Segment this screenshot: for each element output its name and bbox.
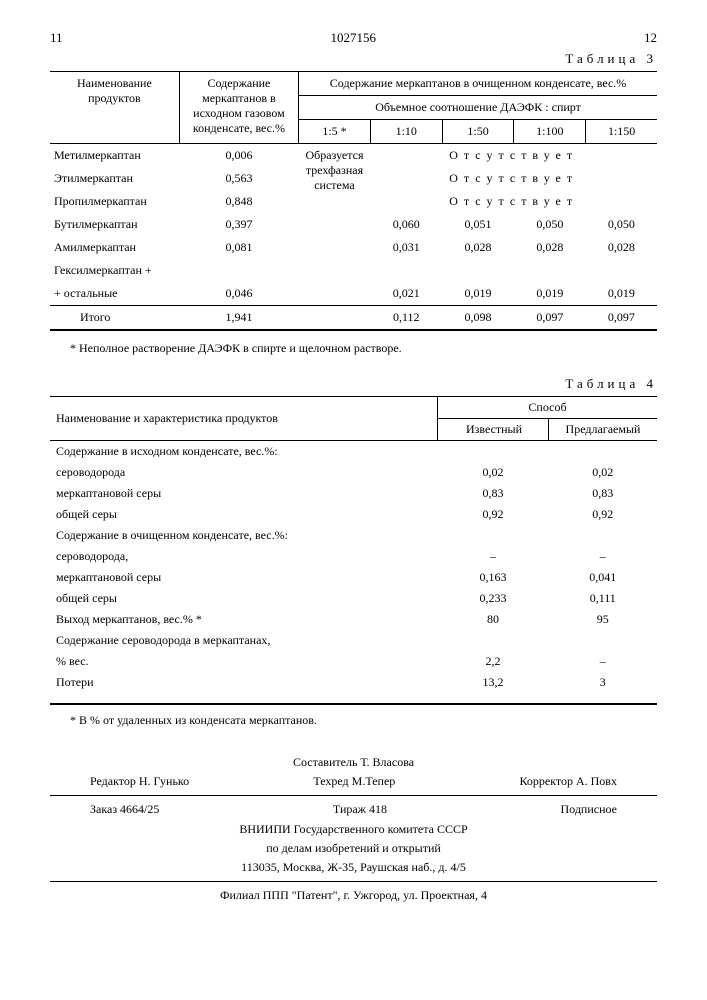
col-left: 11 (50, 30, 63, 46)
t4-val-proposed: – (549, 546, 658, 567)
t4-row-label: Содержание сероводорода в меркаптанах, (50, 630, 438, 651)
t4-val-proposed: – (549, 651, 658, 672)
t4-val-known (438, 525, 549, 546)
t4-row-label: Потери (50, 672, 438, 693)
t4-val-known: 13,2 (438, 672, 549, 693)
t4-val-known (438, 441, 549, 463)
t4-val-known: 0,02 (438, 462, 549, 483)
t4-row-label: меркаптановой серы (50, 567, 438, 588)
t3-r2: 1:50 (442, 120, 514, 144)
t4-row-label: меркаптановой серы (50, 483, 438, 504)
t3-row-sod: 0,046 (179, 282, 298, 306)
t3-h-sod: Содержание меркаптанов в исходном газово… (179, 72, 298, 144)
order: Заказ 4664/25 (90, 800, 159, 819)
t4-val-known: 0,83 (438, 483, 549, 504)
t3-absent: Отсутствует (370, 190, 657, 213)
sub: Подписное (561, 800, 618, 819)
t4-h-known: Известный (438, 419, 549, 441)
t4-val-known: 2,2 (438, 651, 549, 672)
t3-r0: 1:5 * (299, 120, 371, 144)
t3-total-sod: 1,941 (179, 306, 298, 331)
t4-val-proposed: 0,041 (549, 567, 658, 588)
tirazh: Тираж 418 (333, 800, 387, 819)
table3: Наименование продуктов Содержание меркап… (50, 71, 657, 331)
t3-col15-note: Образуется трехфазная система (299, 144, 371, 214)
filial: Филиал ППП "Патент", г. Ужгород, ул. Про… (50, 886, 657, 905)
editor: Редактор Н. Гунько (90, 772, 189, 791)
t3-h-ratio: Объемное соотношение ДАЭФК : спирт (299, 96, 657, 120)
t3-row-name: + остальные (50, 282, 179, 306)
col-right: 12 (644, 30, 657, 46)
t4-val-known: 80 (438, 609, 549, 630)
t3-row-name: Гексилмеркаптан + (50, 259, 179, 282)
compiler: Составитель Т. Власова (50, 753, 657, 772)
doc-number: 1027156 (331, 30, 377, 46)
t3-row-name: Метилмеркаптан (50, 144, 179, 168)
t3-row-name: Бутилмеркаптан (50, 213, 179, 236)
t4-row-label: сероводорода (50, 462, 438, 483)
t3-row-sod: 0,848 (179, 190, 298, 213)
t4-val-known: 0,163 (438, 567, 549, 588)
t4-val-known: – (438, 546, 549, 567)
t4-val-known: 0,233 (438, 588, 549, 609)
t4-footnote: * В % от удаленных из конденсата меркапт… (70, 713, 657, 728)
t4-val-proposed: 0,83 (549, 483, 658, 504)
t3-absent: Отсутствует (370, 144, 657, 168)
t3-h-name: Наименование продуктов (50, 72, 179, 144)
t3-h-clean: Содержание меркаптанов в очищенном конде… (299, 72, 657, 96)
t4-val-proposed: 95 (549, 609, 658, 630)
t3-row-sod: 0,563 (179, 167, 298, 190)
t4-val-proposed: 0,02 (549, 462, 658, 483)
t4-val-proposed (549, 441, 658, 463)
t3-row-name: Этилмеркаптан (50, 167, 179, 190)
table3-label: Таблица 3 (50, 51, 657, 67)
t4-val-proposed: 3 (549, 672, 658, 693)
t4-h-method: Способ (438, 397, 658, 419)
t4-val-proposed: 0,111 (549, 588, 658, 609)
t4-row-label: Содержание в исходном конденсате, вес.%: (50, 441, 438, 463)
t3-row-sod: 0,081 (179, 236, 298, 259)
t3-row-name: Амилмеркаптан (50, 236, 179, 259)
credits-block: Составитель Т. Власова Редактор Н. Гуньк… (50, 753, 657, 905)
t4-row-label: Выход меркаптанов, вес.% * (50, 609, 438, 630)
t3-row-sod: 0,397 (179, 213, 298, 236)
t3-total-name: Итого (50, 306, 179, 331)
t4-val-proposed (549, 630, 658, 651)
t3-row-name: Пропилмеркаптан (50, 190, 179, 213)
addr: 113035, Москва, Ж-35, Раушская наб., д. … (50, 858, 657, 877)
t4-row-label: общей серы (50, 588, 438, 609)
t4-row-label: % вес. (50, 651, 438, 672)
org1: ВНИИПИ Государственного комитета СССР (50, 820, 657, 839)
t4-h-name: Наименование и характеристика продуктов (50, 397, 438, 441)
table4-label: Таблица 4 (50, 376, 657, 392)
t3-row-sod: 0,006 (179, 144, 298, 168)
page-header: 11 1027156 12 (50, 30, 657, 46)
table4: Наименование и характеристика продуктов … (50, 396, 657, 693)
t3-r3: 1:100 (514, 120, 586, 144)
t3-r1: 1:10 (370, 120, 442, 144)
t3-r4: 1:150 (586, 120, 657, 144)
t4-row-label: Содержание в очищенном конденсате, вес.%… (50, 525, 438, 546)
t4-row-label: сероводорода, (50, 546, 438, 567)
t4-val-proposed (549, 525, 658, 546)
t4-val-known: 0,92 (438, 504, 549, 525)
t3-footnote: * Неполное растворение ДАЭФК в спирте и … (70, 341, 657, 356)
org2: по делам изобретений и открытий (50, 839, 657, 858)
t4-row-label: общей серы (50, 504, 438, 525)
t4-val-known (438, 630, 549, 651)
t4-h-prop: Предлагаемый (549, 419, 658, 441)
t3-absent: Отсутствует (370, 167, 657, 190)
t4-val-proposed: 0,92 (549, 504, 658, 525)
corrector: Корректор А. Повх (519, 772, 617, 791)
tech: Техред М.Тепер (313, 772, 395, 791)
